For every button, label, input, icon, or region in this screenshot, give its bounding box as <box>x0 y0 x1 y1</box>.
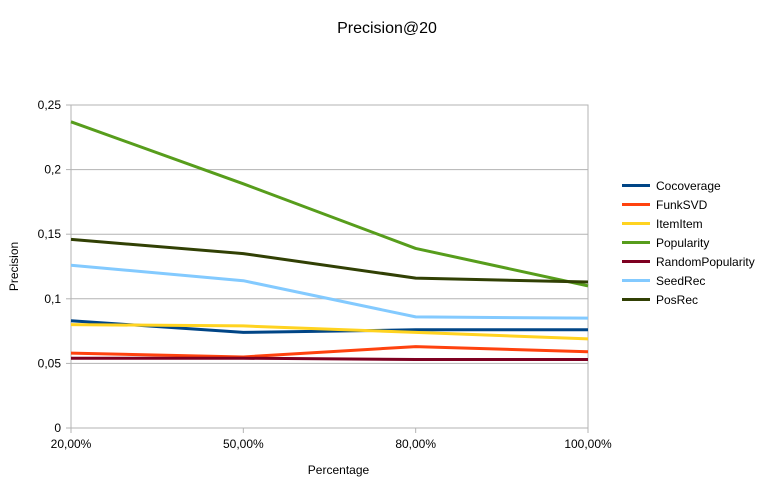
legend-label: Cocoverage <box>656 178 721 193</box>
legend-label: ItemItem <box>656 216 703 231</box>
series-line-popularity <box>70 120 589 288</box>
legend-item: PosRec <box>622 290 755 309</box>
legend-item: SeedRec <box>622 271 755 290</box>
series-lines <box>70 120 589 362</box>
legend-swatch <box>622 279 650 282</box>
chart-title: Precision@20 <box>337 20 437 37</box>
y-tick-label: 0,1 <box>44 292 61 306</box>
legend-swatch <box>622 203 650 206</box>
legend-swatch <box>622 241 650 244</box>
legend-label: Popularity <box>656 235 710 250</box>
y-tick-label: 0,2 <box>44 163 61 177</box>
y-axis-ticks: 0 0,05 0,1 0,15 0,2 0,25 <box>38 98 62 435</box>
series-line-randompopularity <box>71 356 588 362</box>
legend: Cocoverage FunkSVD ItemItem Popularity Rando… <box>622 176 755 309</box>
series-line-seedrec <box>70 263 589 320</box>
legend-label: SeedRec <box>656 273 706 288</box>
y-tick-label: 0,15 <box>38 227 62 241</box>
legend-item: FunkSVD <box>622 195 755 214</box>
legend-item: ItemItem <box>622 214 755 233</box>
legend-label: FunkSVD <box>656 197 708 212</box>
legend-label: RandomPopularity <box>656 254 755 269</box>
x-axis-ticks: 20,00% 50,00% 80,00% 100,00% <box>51 428 612 451</box>
y-tick-label: 0,05 <box>38 356 62 370</box>
series-line-funksvd <box>70 345 589 359</box>
x-tick-label: 50,00% <box>223 437 264 451</box>
x-tick-label: 100,00% <box>564 437 612 451</box>
y-tick-label: 0 <box>54 421 61 435</box>
legend-item: Cocoverage <box>622 176 755 195</box>
legend-swatch <box>622 184 650 187</box>
legend-label: PosRec <box>656 292 699 307</box>
x-tick-label: 80,00% <box>395 437 436 451</box>
legend-item: RandomPopularity <box>622 252 755 271</box>
y-tick-label: 0,25 <box>38 98 62 112</box>
legend-swatch <box>622 260 650 263</box>
legend-swatch <box>622 222 650 225</box>
legend-item: Popularity <box>622 233 755 252</box>
legend-swatch <box>622 298 650 301</box>
x-tick-label: 20,00% <box>51 437 92 451</box>
series-line-posrec <box>70 237 589 284</box>
y-axis-title: Precision <box>7 242 21 291</box>
series-line-itemitem <box>70 323 589 341</box>
x-axis-title: Percentage <box>308 463 370 477</box>
